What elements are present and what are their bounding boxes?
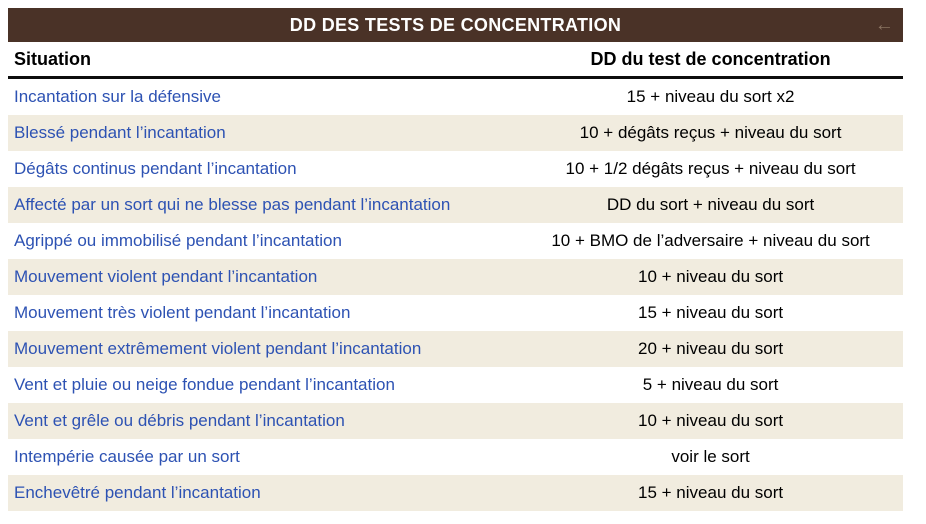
situation-link[interactable]: Mouvement très violent pendant l’incanta… (14, 303, 351, 322)
situation-cell: Blessé pendant l’incantation (8, 123, 518, 143)
table-row: Intempérie causée par un sort voir le so… (8, 439, 903, 475)
situation-link[interactable]: Incantation sur la défensive (14, 87, 221, 106)
table-body: Incantation sur la défensive 15 + niveau… (8, 79, 903, 511)
table-row: Enchevêtré pendant l’incantation 15 + ni… (8, 475, 903, 511)
dd-value: DD du sort + niveau du sort (606, 195, 815, 214)
table-title: DD DES TESTS DE CONCENTRATION (289, 14, 622, 35)
situation-link[interactable]: Vent et pluie ou neige fondue pendant l’… (14, 375, 395, 394)
situation-cell: Mouvement violent pendant l’incantation (8, 267, 518, 287)
dd-value: 10 + BMO de l’adversaire + niveau du sor… (551, 231, 870, 250)
dd-value: 10 + niveau du sort (638, 411, 784, 430)
table-row: Mouvement violent pendant l’incantation … (8, 259, 903, 295)
column-header-situation: Situation (14, 48, 91, 69)
situation-cell: Mouvement très violent pendant l’incanta… (8, 303, 518, 323)
situation-cell: Vent et pluie ou neige fondue pendant l’… (8, 375, 518, 395)
situation-link[interactable]: Blessé pendant l’incantation (14, 123, 226, 142)
table-row: Vent et grêle ou débris pendant l’incant… (8, 403, 903, 439)
situation-link[interactable]: Agrippé ou immobilisé pendant l’incantat… (14, 231, 342, 250)
table-row: Incantation sur la défensive 15 + niveau… (8, 79, 903, 115)
dd-value: 15 + niveau du sort x2 (626, 87, 795, 106)
table-row: Blessé pendant l’incantation 10 + dégâts… (8, 115, 903, 151)
situation-cell: Vent et grêle ou débris pendant l’incant… (8, 411, 518, 431)
table-row: Vent et pluie ou neige fondue pendant l’… (8, 367, 903, 403)
situation-cell: Enchevêtré pendant l’incantation (8, 483, 518, 503)
situation-link[interactable]: Intempérie causée par un sort (14, 447, 240, 466)
situation-link[interactable]: Mouvement extrêmement violent pendant l’… (14, 339, 422, 358)
table-row: Dégâts continus pendant l’incantation 10… (8, 151, 903, 187)
concentration-dc-table: DD DES TESTS DE CONCENTRATION ← Situatio… (8, 8, 903, 511)
situation-cell: Intempérie causée par un sort (8, 447, 518, 467)
dd-value: voir le sort (671, 447, 750, 466)
column-header-row: Situation DD du test de concentration (8, 42, 903, 79)
back-to-top-arrow-icon[interactable]: ← (874, 14, 894, 36)
situation-cell: Mouvement extrêmement violent pendant l’… (8, 339, 518, 359)
dd-value: 20 + niveau du sort (638, 339, 784, 358)
dd-value: 10 + 1/2 dégâts reçus + niveau du sort (565, 159, 856, 178)
dd-value: 5 + niveau du sort (642, 375, 779, 394)
dd-value: 15 + niveau du sort (638, 303, 784, 322)
situation-link[interactable]: Dégâts continus pendant l’incantation (14, 159, 297, 178)
situation-link[interactable]: Affecté par un sort qui ne blesse pas pe… (14, 195, 451, 214)
table-row: Affecté par un sort qui ne blesse pas pe… (8, 187, 903, 223)
situation-cell: Agrippé ou immobilisé pendant l’incantat… (8, 231, 518, 251)
situation-cell: Incantation sur la défensive (8, 87, 518, 107)
situation-link[interactable]: Vent et grêle ou débris pendant l’incant… (14, 411, 345, 430)
table-row: Mouvement extrêmement violent pendant l’… (8, 331, 903, 367)
dd-value: 15 + niveau du sort (638, 483, 784, 502)
situation-cell: Affecté par un sort qui ne blesse pas pe… (8, 195, 518, 215)
table-row: Agrippé ou immobilisé pendant l’incantat… (8, 223, 903, 259)
dd-value: 10 + dégâts reçus + niveau du sort (579, 123, 842, 142)
dd-value: 10 + niveau du sort (638, 267, 784, 286)
situation-cell: Dégâts continus pendant l’incantation (8, 159, 518, 179)
situation-link[interactable]: Enchevêtré pendant l’incantation (14, 483, 261, 502)
table-title-bar: DD DES TESTS DE CONCENTRATION ← (8, 8, 903, 42)
column-header-dd: DD du test de concentration (590, 48, 831, 69)
table-row: Mouvement très violent pendant l’incanta… (8, 295, 903, 331)
situation-link[interactable]: Mouvement violent pendant l’incantation (14, 267, 318, 286)
